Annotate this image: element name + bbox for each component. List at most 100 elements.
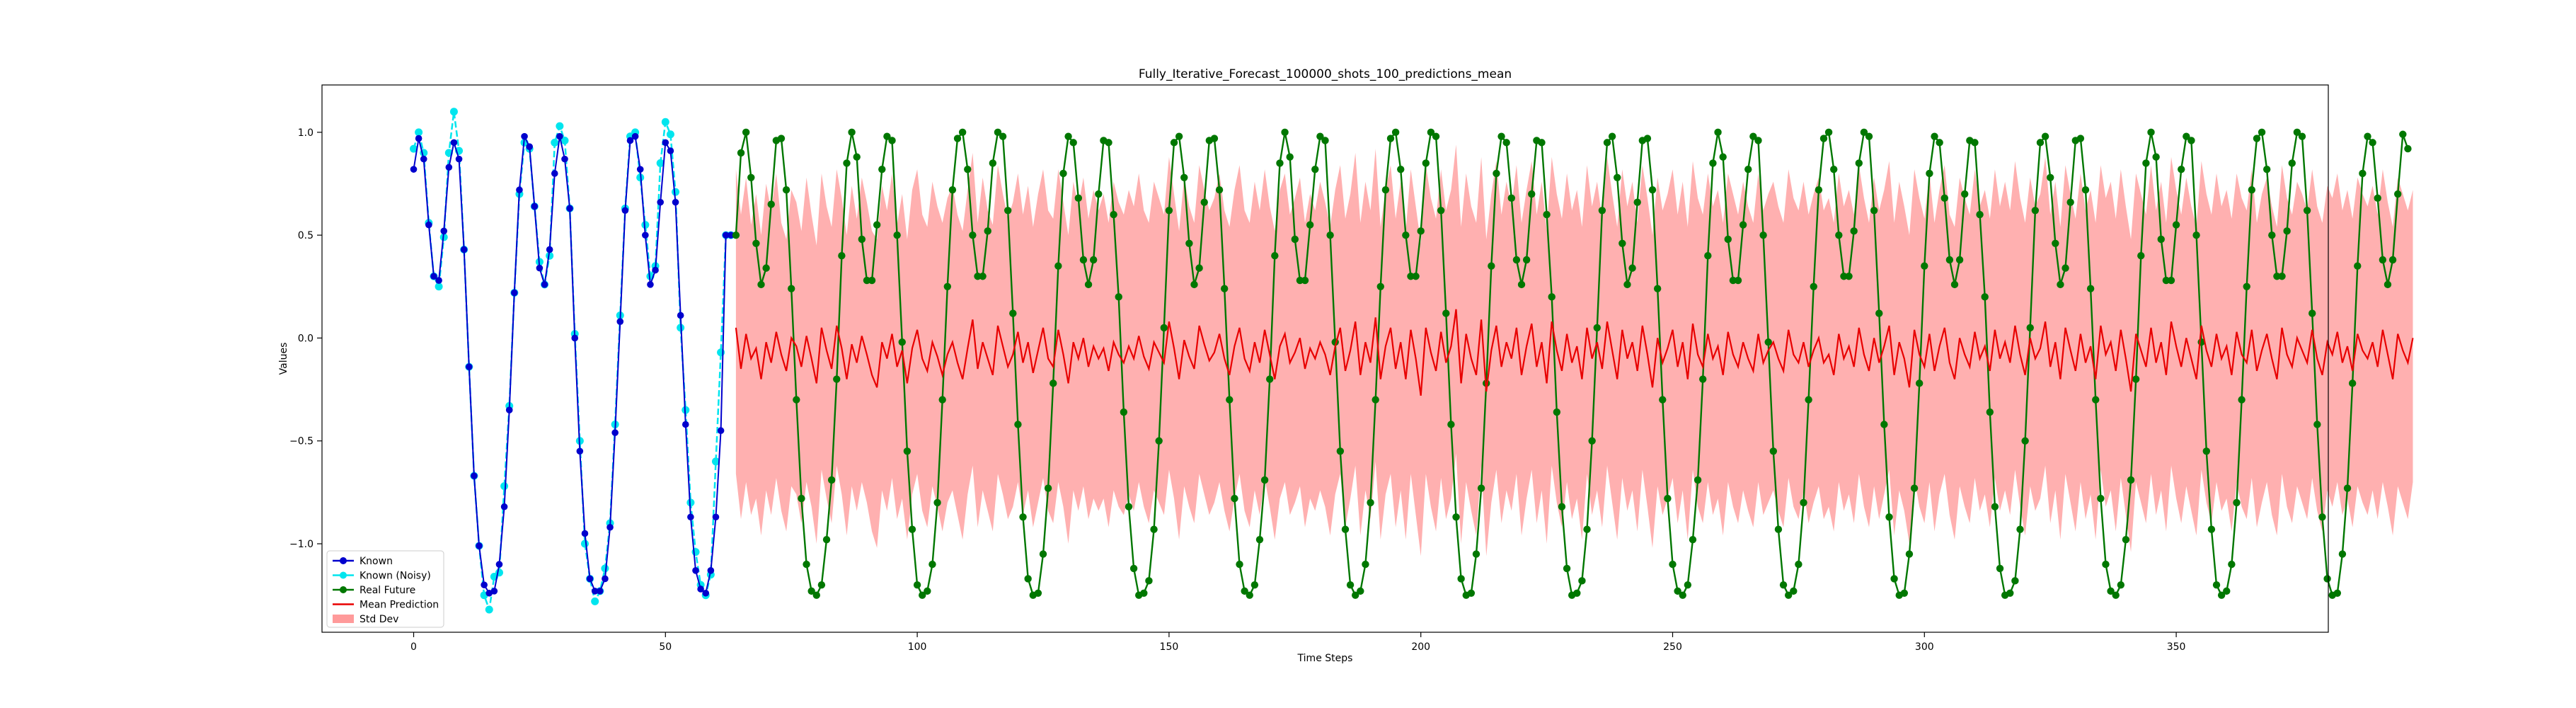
- real-future-point: [1553, 408, 1561, 416]
- real-future-point: [1936, 139, 1943, 147]
- known-series-layer: [410, 132, 735, 597]
- real-future-point: [943, 282, 952, 290]
- real-future-point: [1351, 591, 1359, 599]
- real-future-point: [2399, 130, 2407, 138]
- real-future-point: [2183, 132, 2190, 140]
- legend-marker-known: [340, 557, 347, 564]
- legend-marker-known-noisy: [340, 571, 347, 579]
- real-future-point: [2076, 135, 2085, 142]
- real-future-point: [1608, 132, 1616, 140]
- real-future-point: [1391, 128, 1400, 137]
- real-future-point: [2359, 169, 2367, 178]
- real-future-point: [767, 200, 775, 208]
- real-future-point: [1125, 503, 1133, 510]
- mean-prediction-line: [735, 309, 2414, 396]
- known-point: [476, 542, 483, 549]
- real-future-point: [1321, 137, 1329, 144]
- real-future-point: [2162, 276, 2170, 285]
- known-point: [541, 281, 548, 288]
- real-future-point: [1729, 276, 1737, 285]
- x-tick-label: 200: [1411, 641, 1430, 653]
- real-future-point: [1795, 560, 1802, 569]
- real-future-point: [1079, 256, 1088, 264]
- real-future-point: [1095, 190, 1103, 198]
- real-future-point: [2388, 256, 2397, 264]
- real-future-point: [1739, 221, 1747, 229]
- real-future-point: [1412, 273, 1420, 280]
- real-future-point: [1336, 447, 1345, 455]
- known-point: [526, 143, 533, 150]
- known-point: [707, 567, 715, 574]
- real-future-point: [1376, 282, 1384, 290]
- known-point: [455, 155, 463, 163]
- real-future-point: [2238, 396, 2246, 404]
- real-future-point: [2006, 589, 2014, 597]
- known-point: [697, 586, 704, 593]
- real-future-point: [999, 132, 1007, 140]
- real-future-point: [1714, 128, 1722, 137]
- real-future-point: [1110, 210, 1117, 219]
- known-noisy-point: [641, 221, 650, 229]
- real-future-point: [2384, 280, 2392, 289]
- legend-label-known-noisy: Known (Noisy): [360, 571, 431, 582]
- real-future-point: [2117, 581, 2125, 589]
- real-future-point: [1840, 273, 1848, 280]
- real-future-point: [1346, 581, 1355, 589]
- y-tick-label: 0.0: [298, 333, 314, 344]
- known-point: [647, 281, 654, 288]
- real-future-point: [1180, 173, 1188, 181]
- real-future-point: [1276, 159, 1284, 167]
- real-future-point: [1784, 591, 1793, 599]
- real-future-point: [1296, 276, 1304, 285]
- real-future-point: [2364, 132, 2371, 140]
- real-future-point: [888, 137, 896, 144]
- real-future-point: [2343, 484, 2352, 492]
- real-future-point: [1618, 239, 1626, 247]
- real-future-point: [2268, 231, 2276, 239]
- real-future-point: [2092, 396, 2100, 404]
- real-future-point: [1674, 587, 1681, 595]
- known-point: [722, 232, 730, 239]
- known-point: [597, 588, 604, 595]
- real-future-point: [843, 159, 851, 167]
- known-point: [531, 202, 539, 210]
- real-future-point: [903, 447, 912, 455]
- real-future-point: [737, 149, 745, 157]
- real-future-point: [742, 128, 750, 137]
- y-tick-label: 0.5: [298, 230, 314, 241]
- real-future-point: [2212, 581, 2221, 589]
- real-future-point: [1084, 280, 1093, 289]
- real-future-point: [1940, 194, 1948, 202]
- real-future-point: [1976, 210, 1984, 219]
- real-future-point: [1955, 256, 1964, 264]
- real-future-point: [822, 536, 831, 544]
- real-future-point: [1563, 564, 1571, 573]
- known-point: [465, 363, 473, 370]
- real-future-point: [2057, 280, 2064, 289]
- real-future-point: [747, 173, 755, 181]
- real-future-point: [1517, 280, 1526, 289]
- real-future-point: [964, 165, 972, 173]
- real-future-point: [948, 186, 957, 194]
- known-point: [657, 198, 664, 206]
- known-noisy-point: [591, 597, 599, 605]
- real-future-point: [2062, 264, 2069, 272]
- real-future-point: [732, 231, 740, 239]
- real-future-point: [1905, 550, 1914, 558]
- real-future-point: [1260, 476, 1269, 484]
- known-point: [546, 246, 553, 253]
- legend-swatch-std-dev: [333, 615, 354, 623]
- real-future-point: [898, 338, 906, 346]
- real-future-point: [1004, 207, 1012, 215]
- real-future-point: [853, 153, 861, 161]
- real-future-point: [1769, 447, 1778, 455]
- real-future-series-layer: [732, 128, 2412, 599]
- real-future-point: [1129, 564, 1138, 573]
- real-future-point: [1583, 525, 1591, 533]
- real-future-point: [1614, 173, 1621, 181]
- known-point: [471, 472, 478, 479]
- real-future-point: [2172, 221, 2180, 229]
- x-tick-label: 300: [1915, 641, 1934, 653]
- real-future-point: [2258, 128, 2266, 137]
- real-future-point: [2112, 591, 2120, 599]
